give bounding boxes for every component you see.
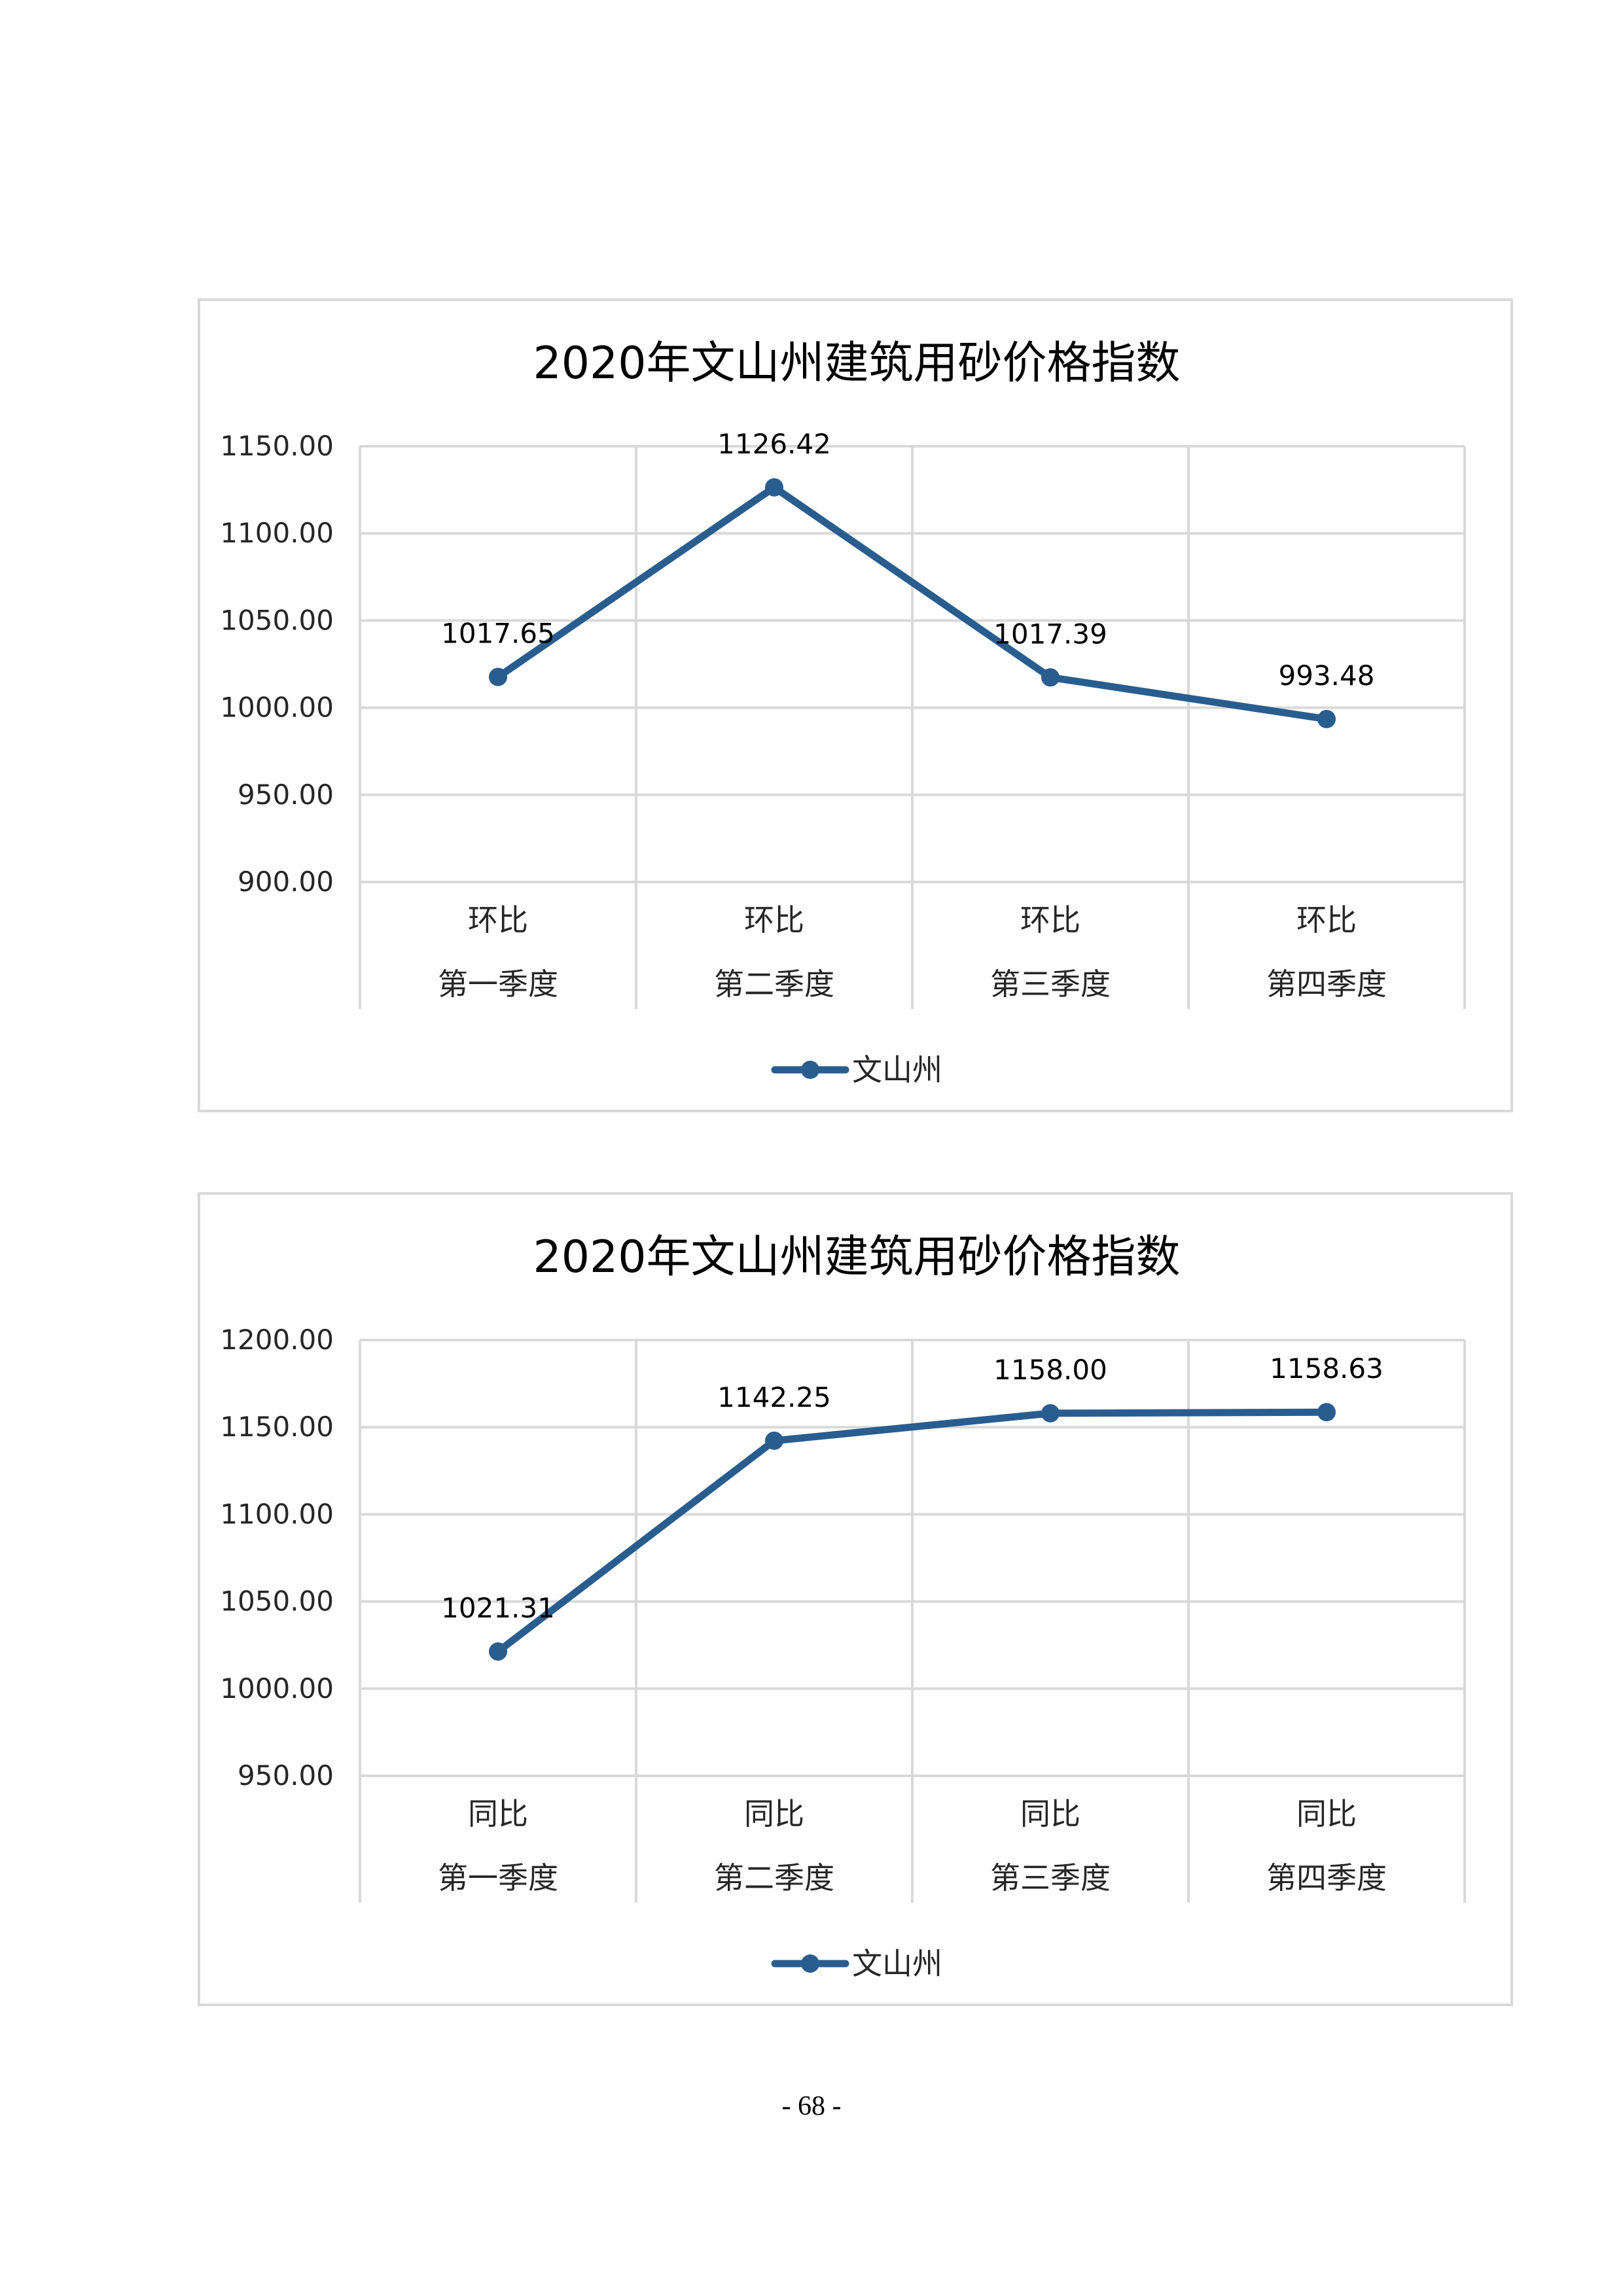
- x-category-label-line2: 第二季度: [714, 1860, 834, 1896]
- legend-marker: [801, 1061, 819, 1079]
- y-tick-label: 1050.00: [220, 1585, 334, 1617]
- data-label: 1126.42: [717, 428, 831, 460]
- x-category-label-line1: 同比: [1020, 1796, 1080, 1831]
- chart-sequential-index: 2020年文山州建筑用砂价格指数 1150.00 1100.00 1050.00 100…: [198, 298, 1513, 1112]
- data-label: 1017.39: [993, 618, 1107, 650]
- y-tick-label: 1150.00: [220, 430, 334, 462]
- data-label: 1017.65: [441, 618, 555, 650]
- series-line: [494, 1408, 1330, 1655]
- x-category-label-line2: 第四季度: [1266, 1860, 1387, 1896]
- chart-year-on-year-svg: 2020年文山州建筑用砂价格指数 1200.00 1150.00 1100.00 105…: [220, 1231, 1466, 1981]
- x-category-label-line2: 第三季度: [990, 1860, 1111, 1896]
- x-category-label-line1: 同比: [1296, 1796, 1357, 1831]
- y-tick-label: 1000.00: [220, 1672, 334, 1704]
- y-tick-label: 1150.00: [220, 1411, 334, 1443]
- data-point: [1317, 1403, 1336, 1422]
- data-point: [489, 667, 507, 686]
- y-tick-label: 950.00: [238, 779, 334, 811]
- page-number: - 68 -: [781, 2091, 842, 2121]
- y-tick-label: 900.00: [238, 866, 334, 898]
- legend-label: 文山州: [852, 1946, 942, 1981]
- data-label: 1158.00: [993, 1354, 1107, 1386]
- data-point: [765, 1431, 783, 1450]
- y-tick-label: 950.00: [238, 1759, 334, 1792]
- series-line: [494, 484, 1330, 723]
- legend-label: 文山州: [852, 1052, 942, 1087]
- x-category-label-line2: 第三季度: [990, 966, 1111, 1002]
- y-tick-label: 1100.00: [220, 1498, 334, 1530]
- x-category-label-line2: 第四季度: [1266, 966, 1387, 1002]
- x-category-label-line2: 第一季度: [438, 1860, 558, 1896]
- y-tick-label: 1200.00: [220, 1324, 334, 1356]
- y-tick-label: 1050.00: [220, 604, 334, 636]
- x-category-label-line1: 同比: [468, 1796, 528, 1831]
- data-label: 1142.25: [717, 1381, 831, 1413]
- x-category-label-line1: 同比: [744, 1796, 804, 1831]
- data-label: 993.48: [1279, 660, 1375, 692]
- data-point: [765, 478, 783, 497]
- data-point: [1317, 709, 1336, 728]
- legend-marker: [801, 1954, 819, 1973]
- x-category-label-line1: 环比: [468, 902, 528, 938]
- y-tick-label: 1000.00: [220, 692, 334, 724]
- x-category-label-line2: 第一季度: [438, 966, 558, 1002]
- y-tick-label: 1100.00: [220, 517, 334, 549]
- x-category-label-line2: 第二季度: [714, 966, 834, 1002]
- x-category-label-line1: 环比: [1296, 902, 1357, 938]
- data-point: [1041, 668, 1060, 687]
- data-point: [1041, 1404, 1060, 1422]
- chart-title: 2020年文山州建筑用砂价格指数: [533, 338, 1180, 389]
- data-label: 1021.31: [441, 1592, 555, 1624]
- x-category-label-line1: 环比: [1020, 902, 1080, 938]
- chart-year-on-year-index: 2020年文山州建筑用砂价格指数 1200.00 1150.00 1100.00 105…: [198, 1192, 1513, 2006]
- chart-title: 2020年文山州建筑用砂价格指数: [533, 1231, 1180, 1283]
- data-label: 1158.63: [1270, 1352, 1383, 1385]
- x-category-label-line1: 环比: [744, 902, 804, 938]
- chart-sequential-svg: 2020年文山州建筑用砂价格指数 1150.00 1100.00 1050.00 100…: [220, 338, 1466, 1087]
- data-point: [489, 1642, 507, 1661]
